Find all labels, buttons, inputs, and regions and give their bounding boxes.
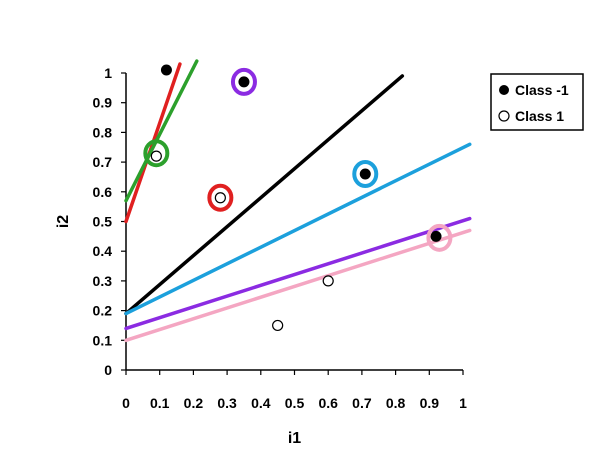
y-tick-label: 0 <box>104 362 112 378</box>
y-tick-label: 0.2 <box>93 303 113 319</box>
highlight-ring <box>230 67 257 96</box>
highlight-ring <box>426 223 453 252</box>
x-tick-label: 0.3 <box>217 395 237 411</box>
y-tick-label: 0.4 <box>93 243 113 259</box>
decision-line <box>124 228 472 343</box>
x-tick-label: 1 <box>459 395 467 411</box>
data-point-class-neg1 <box>238 76 250 88</box>
y-tick-label: 0.8 <box>93 124 113 140</box>
decision-lines <box>124 59 472 343</box>
highlight-ring <box>207 183 234 212</box>
legend-label-class-neg1: Class -1 <box>515 82 569 98</box>
highlight-ring <box>143 139 170 168</box>
data-points <box>150 64 442 332</box>
decision-line <box>124 59 199 203</box>
x-tick-label: 0.2 <box>184 395 204 411</box>
y-axis-ticks: 0 0.1 0.2 0.3 0.4 0.5 0.6 0.7 0.8 0.9 1 <box>93 65 126 378</box>
legend-marker-class-1 <box>498 110 510 122</box>
legend-marker-class-neg1 <box>499 85 509 95</box>
y-tick-label: 0.1 <box>93 332 113 348</box>
y-tick-label: 1 <box>104 65 112 81</box>
data-point-class-1 <box>272 319 284 332</box>
x-axis-ticks: 0 0.1 0.2 0.3 0.4 0.5 0.6 0.7 0.8 0.9 1 <box>122 370 467 411</box>
decision-line <box>124 74 405 316</box>
x-tick-label: 0.4 <box>251 395 271 411</box>
x-tick-label: 0.1 <box>150 395 170 411</box>
highlight-ring <box>352 159 379 188</box>
data-point-class-1 <box>150 150 162 162</box>
y-tick-label: 0.9 <box>93 95 113 111</box>
data-point-class-neg1 <box>359 168 371 180</box>
data-point-class-neg1 <box>430 230 442 242</box>
y-tick-label: 0.3 <box>93 273 113 289</box>
y-tick-label: 0.6 <box>93 184 113 200</box>
decision-line <box>124 142 472 316</box>
legend-label-class-1: Class 1 <box>515 108 564 124</box>
data-point-class-1 <box>214 192 226 204</box>
x-tick-label: 0.7 <box>352 395 372 411</box>
x-tick-label: 0.5 <box>285 395 305 411</box>
x-tick-label: 0.9 <box>420 395 440 411</box>
x-tick-label: 0.6 <box>318 395 338 411</box>
legend: Class -1 Class 1 <box>490 73 584 131</box>
x-tick-label: 0 <box>122 395 130 411</box>
y-tick-label: 0.5 <box>93 214 113 230</box>
y-tick-label: 0.7 <box>93 154 113 170</box>
highlight-rings <box>143 67 453 252</box>
x-tick-label: 0.8 <box>386 395 406 411</box>
y-axis-title: i2 <box>55 215 72 228</box>
data-point-class-neg1 <box>160 64 172 76</box>
data-point-class-1 <box>322 275 334 287</box>
decision-line <box>124 216 472 331</box>
x-axis-title: i1 <box>288 430 301 447</box>
